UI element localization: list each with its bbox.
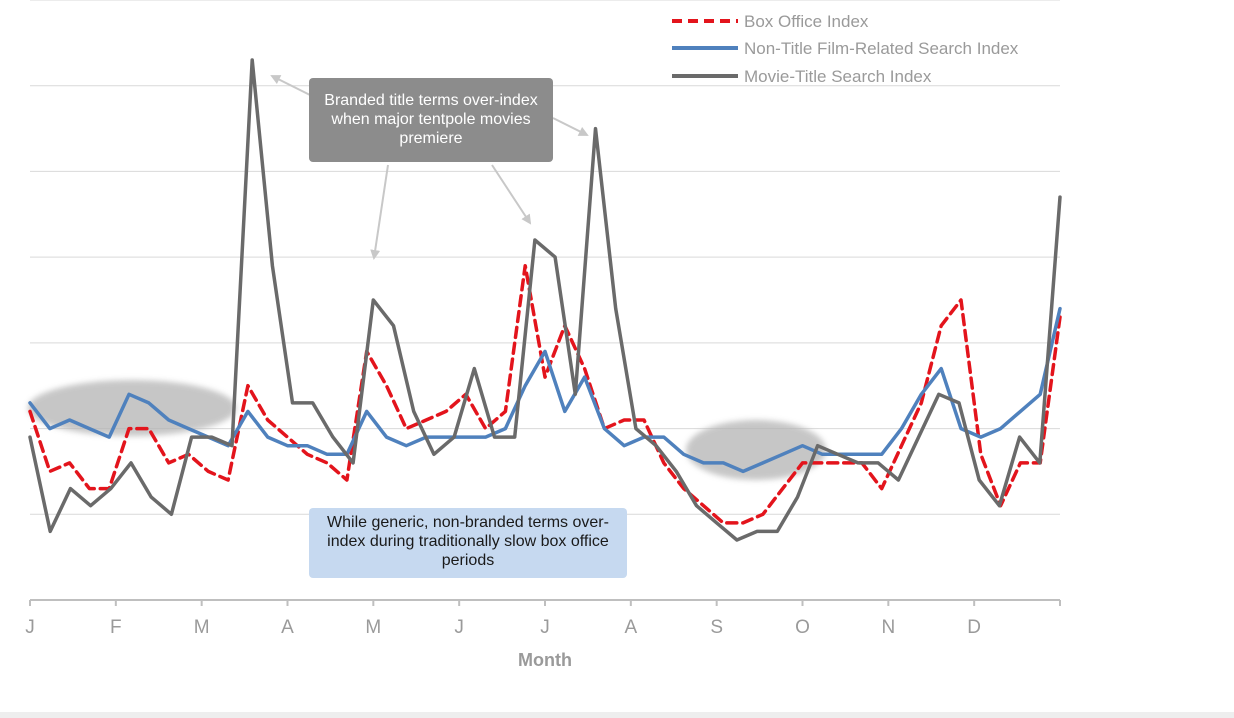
arrow-to-june-peak xyxy=(491,164,532,225)
x-tick-label: F xyxy=(110,617,122,638)
series-line-2 xyxy=(28,306,1062,474)
x-tick-label: A xyxy=(281,617,294,638)
arrow-to-may-peak xyxy=(370,164,389,260)
x-tick-label: O xyxy=(795,617,810,638)
callout-branded-terms: Branded title terms over-index when majo… xyxy=(309,78,553,162)
x-tick-label: N xyxy=(881,617,895,638)
x-tick-label: J xyxy=(540,617,550,638)
x-tick-label: M xyxy=(194,617,210,638)
bottom-divider xyxy=(0,712,1234,718)
x-tick-label: J xyxy=(25,617,35,638)
x-tick-label: A xyxy=(624,617,637,638)
series-line-3 xyxy=(28,58,1062,542)
legend-label: Box Office Index xyxy=(744,12,869,31)
highlight-ellipse-left xyxy=(28,380,236,436)
x-axis-title: Month xyxy=(518,650,572,670)
x-tick-label: D xyxy=(967,617,981,638)
x-tick-label: S xyxy=(710,617,723,638)
legend-label: Non-Title Film-Related Search Index xyxy=(744,39,1019,58)
highlight-ellipse-right xyxy=(686,420,826,480)
arrow-to-july-peak xyxy=(552,117,589,136)
arrow-to-april-peak xyxy=(270,75,313,97)
x-tick-label: J xyxy=(454,617,464,638)
legend-label: Movie-Title Search Index xyxy=(744,67,932,86)
x-tick-label: M xyxy=(365,617,381,638)
series-line-1 xyxy=(28,263,1062,525)
callout-generic-terms: While generic, non-branded terms over-in… xyxy=(309,508,627,578)
